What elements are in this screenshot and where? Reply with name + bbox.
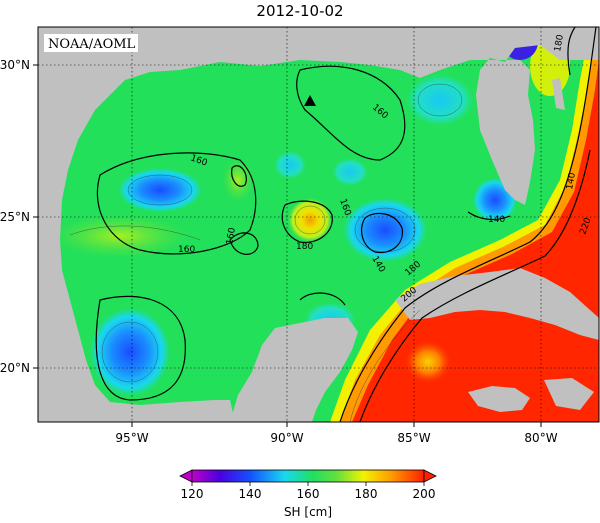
credit-box [44, 34, 138, 52]
hispaniola-land [544, 378, 594, 410]
north-america-land [38, 27, 599, 422]
cuba-land [395, 268, 599, 340]
colorbar-bar [191, 469, 425, 483]
colorbar-tick-label: 120 [181, 487, 204, 501]
graticule [38, 27, 599, 422]
colorbar-tick-label: 160 [297, 487, 320, 501]
contour-label: 140 [565, 172, 578, 191]
cool-patch-b [332, 158, 368, 186]
cool-patch-northeast [406, 74, 474, 126]
x-tick-label: 95°W [115, 431, 148, 445]
contour-label: 160 [225, 227, 238, 246]
warm-patch-a [222, 158, 254, 202]
colorbar-min-arrow [179, 469, 193, 483]
bahamas-island [552, 78, 565, 110]
y-tick-label: 30°N [0, 58, 30, 72]
major-contours [95, 27, 597, 422]
colorbar-tick-label: 140 [239, 487, 262, 501]
minor-contours [69, 83, 463, 422]
colorbar-title: SH [cm] [284, 505, 332, 519]
colorbar-tick-label: 180 [355, 487, 378, 501]
map-frame [37, 26, 600, 423]
y-tick-label: 20°N [0, 361, 30, 375]
map-title: 2012-10-02 [256, 2, 344, 20]
warm-eddy-central [288, 198, 332, 242]
colorbar-max-arrow [423, 469, 437, 483]
cool-patch-a [274, 151, 306, 179]
credit-label: NOAA/AOML [48, 37, 136, 52]
x-tick-label: 90°W [270, 431, 303, 445]
y-tick-label: 25°N [0, 210, 30, 224]
warm-eddy [404, 340, 452, 384]
contour-label: 180 [553, 34, 566, 53]
buoy-marker [304, 95, 316, 106]
x-tick-label: 80°W [524, 431, 557, 445]
cold-eddy-southwest [90, 308, 170, 396]
cold-eddy-west [118, 168, 202, 212]
tick-marks [33, 64, 542, 427]
x-tick-label: 85°W [397, 431, 430, 445]
yucatan-land [230, 318, 358, 422]
contour-label: 140 [488, 215, 505, 225]
contour-label: 160 [178, 245, 195, 255]
caribbean-island [468, 386, 530, 412]
colorbar: 120 140 160 180 200 SH [cm] [179, 469, 437, 519]
contour-label: 180 [296, 242, 313, 252]
colorbar-tick-label: 200 [413, 487, 436, 501]
warm-patch-b [50, 214, 190, 258]
map-field: 160 160 160 160 180 160 140 140 180 200 … [38, 27, 599, 422]
